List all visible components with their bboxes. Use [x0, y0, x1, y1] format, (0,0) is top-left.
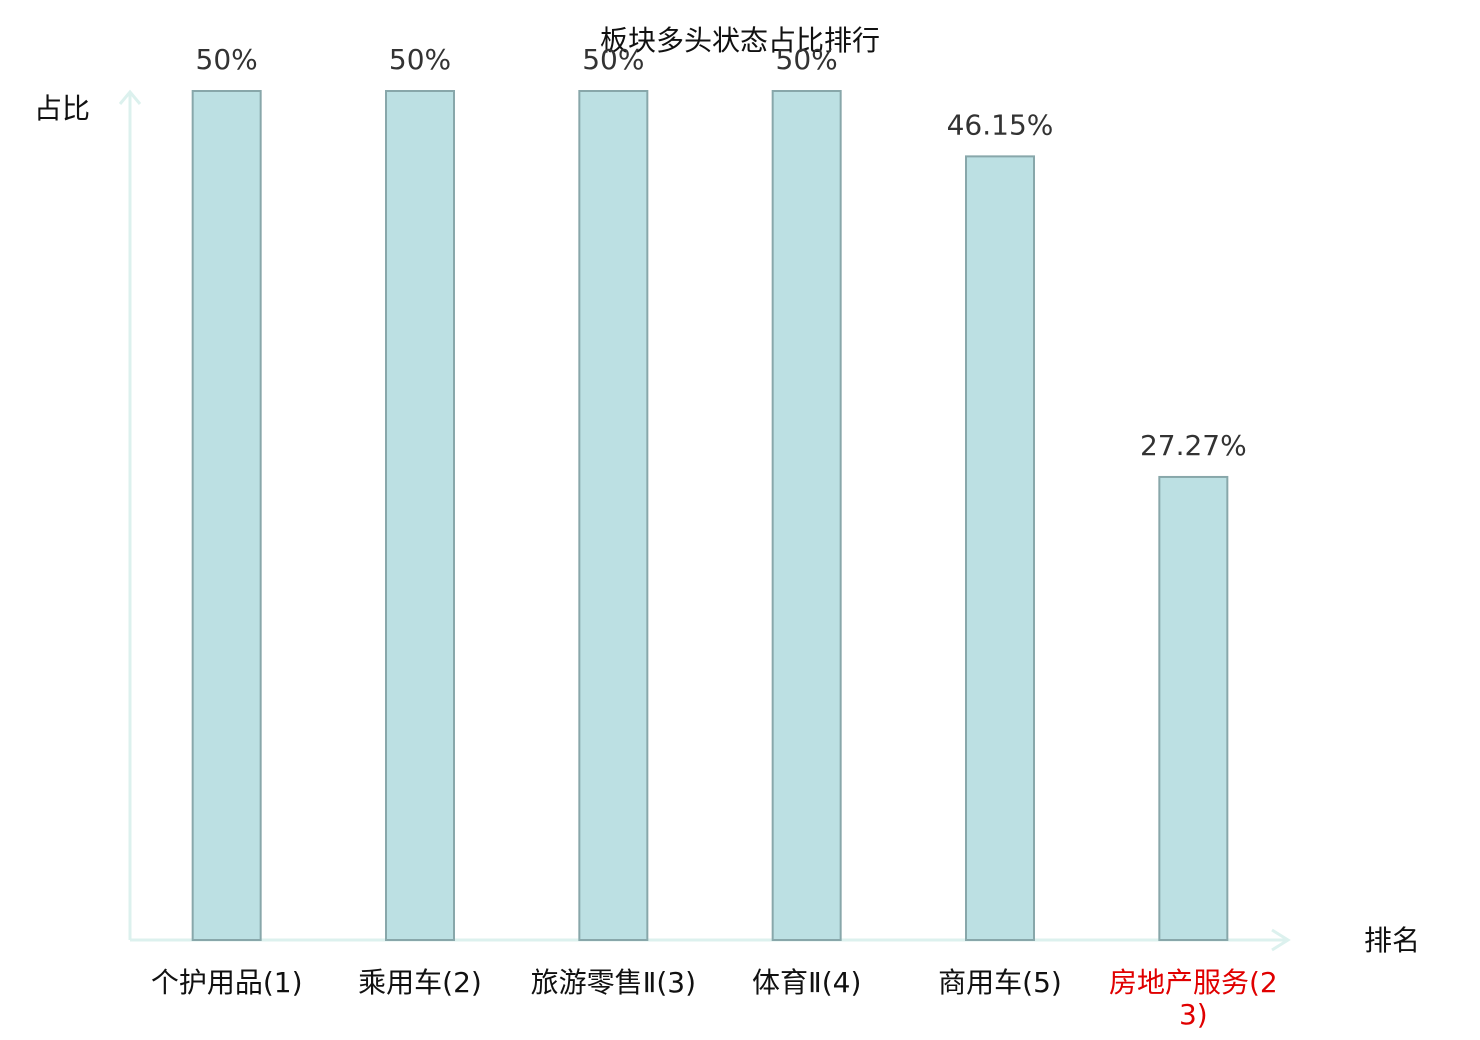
y-axis-label: 占比	[34, 92, 90, 125]
chart-title: 板块多头状态占比排行	[600, 24, 880, 57]
value-label: 27.27%	[1140, 429, 1247, 462]
x-tick-label: 乘用车(2)	[358, 966, 482, 999]
bar	[578, 90, 649, 941]
x-tick-label: 个护用品(1)	[151, 966, 303, 999]
x-tick-label: 商用车(5)	[938, 966, 1062, 999]
x-axis-label: 排名	[1364, 924, 1420, 957]
axes	[118, 89, 1291, 952]
bar	[1158, 475, 1229, 941]
bar	[191, 90, 262, 941]
value-label: 50%	[582, 43, 644, 76]
value-label: 50%	[776, 43, 838, 76]
value-label: 50%	[196, 43, 258, 76]
value-label: 46.15%	[947, 108, 1054, 141]
value-label: 50%	[389, 43, 451, 76]
bar	[771, 90, 842, 941]
x-tick-label: 体育Ⅱ(4)	[752, 966, 861, 999]
x-tick-label: 房地产服务(2 3)	[1109, 966, 1278, 1031]
x-tick-label: 旅游零售Ⅱ(3)	[531, 966, 696, 999]
x-axis-arrow	[1271, 928, 1291, 952]
bar	[385, 90, 455, 941]
bar	[965, 155, 1035, 942]
y-axis-arrow	[118, 89, 142, 105]
